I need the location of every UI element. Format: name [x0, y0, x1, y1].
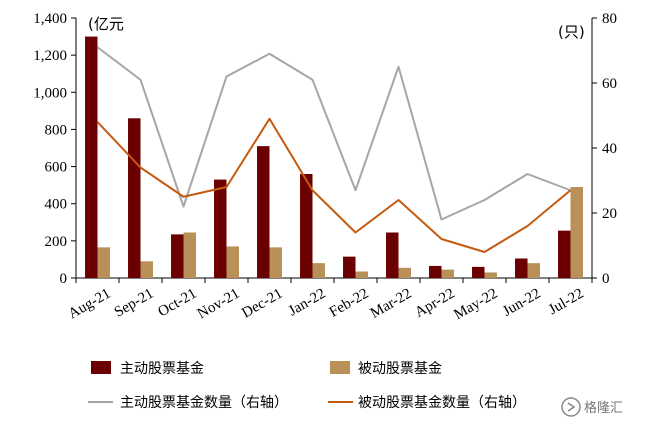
category-label: Oct-21 [155, 286, 199, 321]
left-tick-label: 1,000 [33, 85, 67, 101]
legend-label-active-count: 主动股票基金数量（右轴） [120, 394, 288, 411]
bar-active-fund [515, 258, 528, 278]
bar-active-fund [300, 174, 313, 278]
bar-active-fund [85, 36, 98, 279]
category-label: Apr-22 [412, 286, 457, 321]
watermark: 格隆汇 [561, 397, 623, 417]
legend-swatch-passive-fund [330, 361, 350, 374]
legend: 主动股票基金 被动股票基金 主动股票基金数量（右轴） 被动股票基金数量（右轴） [88, 360, 526, 411]
legend-label-passive-fund: 被动股票基金 [358, 360, 442, 377]
bar-active-fund [472, 266, 485, 278]
left-tick-label: 400 [45, 197, 68, 213]
right-tick-label: 40 [602, 141, 617, 157]
bar-passive-fund [183, 232, 196, 278]
category-label: Sep-21 [112, 286, 157, 321]
bar-active-fund [429, 265, 442, 278]
legend-label-passive-count: 被动股票基金数量（右轴） [358, 394, 526, 411]
right-tick-label: 60 [602, 76, 617, 92]
bar-active-fund [128, 118, 141, 279]
left-tick-label: 1,400 [33, 11, 67, 27]
bar-passive-fund [355, 271, 368, 278]
category-label: Jul-22 [546, 286, 586, 319]
glh-logo-icon [561, 397, 581, 417]
bar-active-fund [214, 179, 227, 278]
legend-label-active-fund: 主动股票基金 [120, 360, 204, 377]
category-label: May-22 [451, 286, 500, 324]
bar-active-fund [171, 234, 184, 278]
bar-passive-fund [269, 247, 282, 278]
bar-passive-fund [527, 263, 540, 278]
line-active-fund-count [96, 46, 571, 221]
plot-axes [75, 18, 593, 283]
right-tick-label: 20 [602, 206, 617, 222]
bar-passive-fund [570, 187, 583, 278]
category-label: Mar-22 [368, 286, 415, 322]
bar-passive-fund [226, 246, 239, 278]
line-passive-fund-count [96, 117, 572, 253]
bar-passive-fund [140, 261, 153, 278]
right-tick-label: 80 [602, 11, 617, 27]
series-lines [96, 46, 572, 253]
bars [85, 36, 583, 279]
category-label: Feb-22 [327, 286, 372, 321]
bar-active-fund [558, 230, 571, 278]
left-tick-label: 0 [60, 271, 68, 287]
left-tick-label: 600 [45, 160, 68, 176]
right-tick-label: 0 [602, 271, 610, 287]
bar-passive-fund [398, 267, 411, 278]
category-label: Jun-22 [500, 286, 543, 320]
bar-active-fund [386, 232, 399, 278]
bar-active-fund [343, 256, 356, 278]
bar-passive-fund [97, 247, 110, 278]
left-tick-label: 800 [45, 122, 68, 138]
right-axis-unit: (只) [558, 23, 585, 41]
right-axis-ticks: 0 20 40 60 80 [592, 11, 617, 287]
left-tick-label: 1,200 [33, 48, 67, 64]
left-tick-label: 200 [45, 234, 68, 250]
bar-active-fund [257, 146, 270, 278]
left-axis-unit: (亿元 [88, 15, 124, 33]
left-axis-ticks: 0 200 400 600 800 1,000 1,200 1,400 [33, 11, 76, 287]
legend-swatch-active-fund [91, 361, 111, 374]
category-label: Aug-21 [66, 286, 114, 323]
category-label: Dec-21 [239, 286, 285, 322]
category-label: Nov-21 [195, 286, 243, 323]
bar-passive-fund [312, 263, 325, 278]
category-label: Jan-22 [286, 286, 329, 320]
bar-passive-fund [441, 269, 454, 278]
watermark-text: 格隆汇 [584, 400, 623, 416]
bar-passive-fund [484, 272, 497, 278]
